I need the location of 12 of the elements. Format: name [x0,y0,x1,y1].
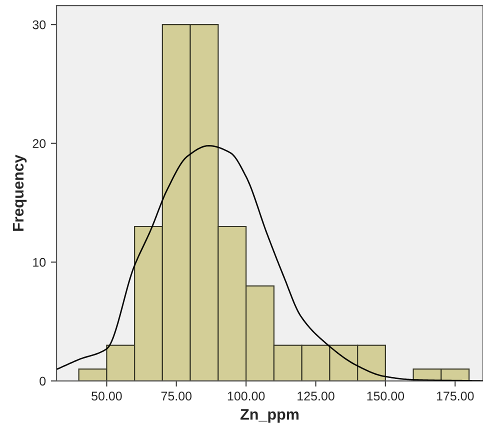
y-tick-label: 30 [32,20,46,30]
y-axis-title: Frequency [12,154,27,231]
y-tick-label: 10 [33,258,46,267]
x-tick-label: 175.00 [436,392,474,401]
x-axis-title: Zn_ppm [240,409,299,423]
y-tick-label: 20 [32,139,46,148]
x-tick-label: 75.00 [161,392,192,401]
x-tick-label: 100.00 [228,392,265,401]
x-tick-label: 50.00 [92,392,122,401]
y-tick-label: 0 [40,376,46,386]
x-tick-label: 125.00 [298,392,334,401]
x-tick-label: 150.00 [367,392,404,401]
